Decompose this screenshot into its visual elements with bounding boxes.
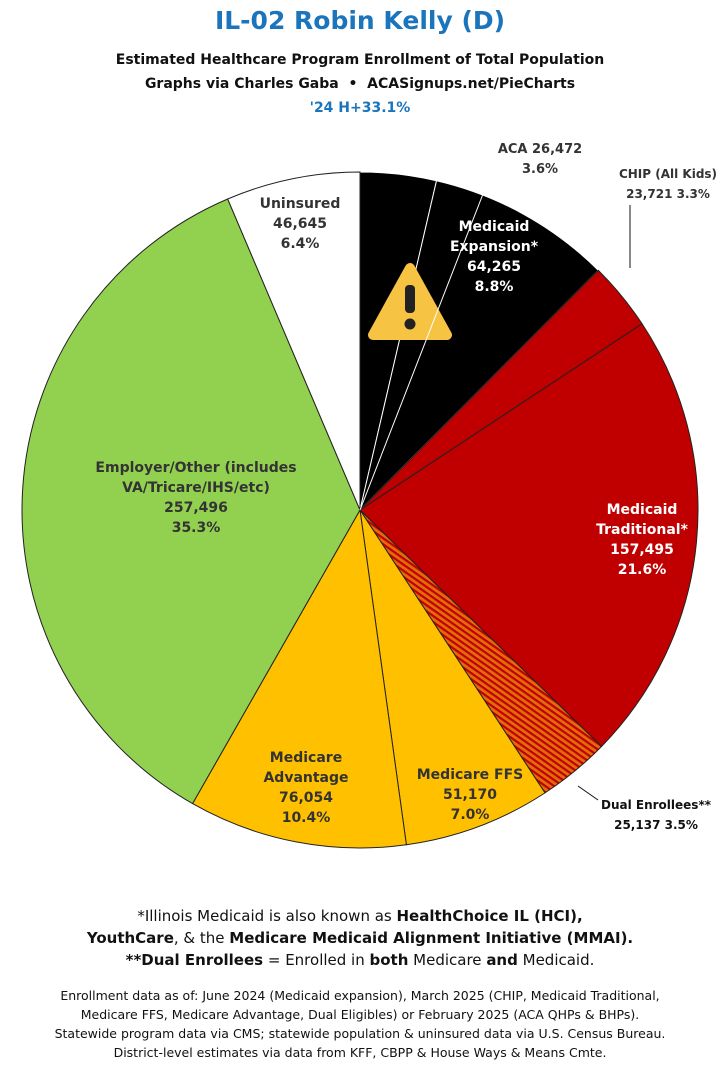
- footnote-text: , & the: [173, 929, 230, 947]
- value-label: 25,137: [614, 818, 661, 832]
- slice-name: Employer/Other (includes VA/Tricare/IHS/…: [95, 460, 297, 496]
- percent-label: 7.0%: [450, 807, 490, 823]
- credit: Graphs via Charles Gaba • ACASignups.net…: [144, 76, 576, 92]
- slice-name: Medicare Advantage: [263, 750, 349, 786]
- value-label: 23,721: [626, 187, 673, 201]
- value-label: 257,496: [164, 500, 228, 516]
- footnote-text: HealthChoice IL (HCI),: [396, 907, 583, 925]
- value-label: 64,265: [466, 259, 522, 275]
- leader-line: [577, 785, 599, 801]
- slice-name: CHIP (All Kids): [618, 167, 718, 181]
- slice-name: Medicaid Traditional*: [596, 502, 688, 538]
- pie-chart: [21, 157, 699, 849]
- subtitle: Estimated Healthcare Program Enrollment …: [115, 52, 605, 68]
- value-label: 76,054: [278, 790, 334, 806]
- footnote-text: and: [486, 951, 518, 969]
- percent-label: 3.6%: [521, 162, 559, 177]
- value-label: 157,495: [610, 542, 674, 558]
- value-label: 46,645: [272, 216, 328, 232]
- footnote-text: Medicare Medicaid Alignment Initiative (…: [229, 929, 634, 947]
- slice-label: Medicaid Traditional* 157,495 21.6%: [577, 500, 707, 580]
- warning-icon: [368, 263, 452, 340]
- pie-slice: [226, 171, 361, 511]
- slice-label: ACA 26,472 3.6%: [480, 140, 600, 180]
- slice-label: Employer/Other (includes VA/Tricare/IHS/…: [51, 458, 341, 538]
- footnote: *Illinois Medicaid is also known as Heal…: [0, 905, 720, 971]
- footnote-line: YouthCare, & the Medicare Medicaid Align…: [0, 927, 720, 949]
- percent-label: 8.8%: [474, 279, 514, 295]
- slice-label: Uninsured 46,645 6.4%: [245, 194, 355, 254]
- percent-label: 10.4%: [281, 810, 331, 826]
- slice-label: Medicare FFS 51,170 7.0%: [410, 765, 530, 825]
- pie-slice: [359, 509, 546, 846]
- value-label: 51,170: [442, 787, 498, 803]
- percent-label: 3.5%: [664, 818, 698, 832]
- slice-name: Uninsured: [259, 196, 341, 212]
- slice-label: CHIP (All Kids) 23,721 3.3%: [613, 164, 720, 204]
- slice-label: Medicaid Expansion* 64,265 8.8%: [429, 217, 559, 297]
- footnote-text: both: [369, 951, 409, 969]
- percent-label: 6.4%: [280, 236, 320, 252]
- leader-line: [359, 157, 498, 511]
- slice-label: Dual Enrollees** 25,137 3.5%: [581, 795, 720, 835]
- footnote-text: Medicaid.: [517, 951, 595, 969]
- percent-label: 21.6%: [617, 562, 667, 578]
- pie-slice: [21, 198, 361, 805]
- title: IL-02 Robin Kelly (D): [214, 6, 506, 35]
- footnote-text: = Enrolled in: [263, 951, 370, 969]
- slice-label: Medicare Advantage 76,054 10.4%: [251, 748, 361, 828]
- value-label: 26,472: [532, 142, 583, 157]
- note: '24 H+33.1%: [309, 100, 411, 116]
- percent-label: 35.3%: [171, 520, 221, 536]
- footnote-text: *Illinois Medicaid is also known as: [137, 907, 397, 925]
- footnote-text: YouthCare: [86, 929, 174, 947]
- source-line: Medicare FFS, Medicare Advantage, Dual E…: [80, 1007, 640, 1022]
- pie-slice: [359, 323, 699, 748]
- footnote-text: **Dual Enrollees: [125, 951, 264, 969]
- source-line: District-level estimates via data from K…: [113, 1045, 607, 1060]
- percent-label: 3.3%: [676, 187, 710, 201]
- slice-name: Dual Enrollees**: [601, 798, 711, 812]
- source-line: Statewide program data via CMS; statewid…: [54, 1026, 666, 1041]
- pie-slice: [191, 508, 407, 849]
- slice-name: Medicare FFS: [416, 767, 524, 783]
- pie-slice: [359, 180, 600, 512]
- slice-name: Medicaid Expansion*: [449, 219, 539, 255]
- source-line: Enrollment data as of: June 2024 (Medica…: [60, 988, 660, 1003]
- footnote-text: Medicare: [408, 951, 487, 969]
- slice-name: ACA: [497, 142, 528, 157]
- footnote-line: *Illinois Medicaid is also known as Heal…: [0, 905, 720, 927]
- footnote-line: **Dual Enrollees = Enrolled in both Medi…: [0, 949, 720, 971]
- sources: Enrollment data as of: June 2024 (Medica…: [0, 986, 720, 1062]
